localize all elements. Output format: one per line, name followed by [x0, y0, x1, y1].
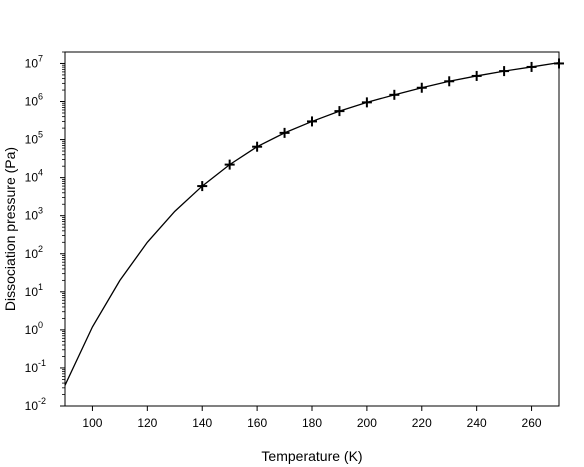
x-tick-label: 160 — [247, 416, 267, 430]
y-tick-exponent: 6 — [38, 92, 43, 102]
y-tick-label: 10 — [25, 399, 39, 413]
data-point-marker — [554, 58, 564, 69]
y-tick-exponent: 7 — [38, 53, 43, 63]
data-point-marker — [252, 141, 263, 152]
x-tick-label: 260 — [522, 416, 542, 430]
data-point-marker — [499, 66, 510, 77]
x-tick-label: 220 — [412, 416, 432, 430]
series-line — [64, 62, 560, 386]
x-tick-label: 180 — [302, 416, 322, 430]
y-tick-label: 10 — [25, 323, 39, 337]
y-tick-label: 10 — [25, 247, 39, 261]
y-tick-exponent: 0 — [38, 320, 43, 330]
x-tick-label: 120 — [137, 416, 157, 430]
y-tick-exponent: 1 — [38, 282, 43, 292]
data-point-marker — [307, 116, 317, 127]
data-point-marker — [361, 97, 372, 108]
data-point-marker — [416, 82, 427, 93]
y-tick-label: 10 — [25, 171, 39, 185]
plot-frame — [64, 51, 560, 407]
data-point-marker — [224, 159, 235, 170]
y-tick-exponent: -1 — [38, 358, 46, 368]
data-point-marker — [444, 76, 455, 87]
y-tick-label: 10 — [25, 56, 39, 70]
y-tick-exponent: 3 — [38, 206, 43, 216]
y-tick-label: 10 — [25, 133, 39, 147]
y-tick-label: 10 — [25, 209, 39, 223]
y-tick-exponent: 5 — [38, 130, 43, 140]
plot-area — [64, 58, 564, 386]
x-tick-label: 100 — [82, 416, 102, 430]
data-point-marker — [526, 61, 537, 72]
y-tick-exponent: 4 — [38, 168, 43, 178]
x-axis: 100 120 140 160 180 200 220 240 260 — [82, 406, 542, 430]
x-tick-label: 200 — [357, 416, 377, 430]
y-tick-exponent: 2 — [38, 244, 43, 254]
x-tick-label: 140 — [192, 416, 212, 430]
x-tick-label: 240 — [467, 416, 487, 430]
data-point-marker — [279, 127, 290, 138]
data-point-marker — [334, 106, 345, 117]
data-point-marker — [197, 181, 208, 192]
x-axis-title: Temperature (K) — [261, 448, 362, 464]
y-tick-exponent: -2 — [38, 396, 46, 406]
y-tick-label: 10 — [25, 285, 39, 299]
y-axis-title: Dissociation pressure (Pa) — [2, 147, 18, 311]
data-point-marker — [389, 89, 400, 100]
data-point-marker — [471, 70, 482, 81]
y-tick-label: 10 — [25, 361, 39, 375]
y-tick-label: 10 — [25, 95, 39, 109]
